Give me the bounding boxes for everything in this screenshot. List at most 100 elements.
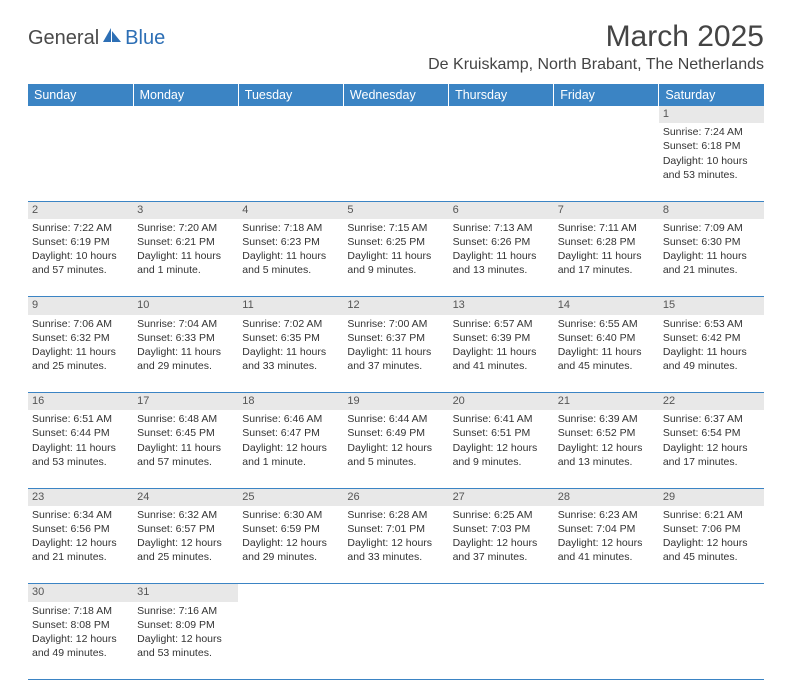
day-cell: [133, 123, 238, 201]
daylight-text-2: and 33 minutes.: [347, 550, 444, 564]
sunrise-text: Sunrise: 6:30 AM: [242, 508, 339, 522]
sunrise-text: Sunrise: 6:21 AM: [663, 508, 760, 522]
daylight-text: Daylight: 11 hours: [663, 249, 760, 263]
day-cell: Sunrise: 7:06 AMSunset: 6:32 PMDaylight:…: [28, 315, 133, 393]
day-cell: Sunrise: 6:51 AMSunset: 6:44 PMDaylight:…: [28, 410, 133, 488]
day-cell: [238, 123, 343, 201]
day-cell: Sunrise: 6:25 AMSunset: 7:03 PMDaylight:…: [449, 506, 554, 584]
sunrise-text: Sunrise: 6:55 AM: [558, 317, 655, 331]
location: De Kruiskamp, North Brabant, The Netherl…: [428, 56, 764, 74]
day-cell: Sunrise: 6:28 AMSunset: 7:01 PMDaylight:…: [343, 506, 448, 584]
sunset-text: Sunset: 6:51 PM: [453, 426, 550, 440]
weekday-header: Friday: [554, 84, 659, 106]
day-cell: Sunrise: 7:02 AMSunset: 6:35 PMDaylight:…: [238, 315, 343, 393]
day-number: [343, 584, 448, 602]
day-cell: Sunrise: 7:04 AMSunset: 6:33 PMDaylight:…: [133, 315, 238, 393]
logo: General Blue: [28, 26, 165, 50]
sunrise-text: Sunrise: 7:11 AM: [558, 221, 655, 235]
daylight-text-2: and 9 minutes.: [453, 455, 550, 469]
daylight-text-2: and 41 minutes.: [453, 359, 550, 373]
day-number: [238, 106, 343, 123]
weekday-header: Monday: [133, 84, 238, 106]
sunset-text: Sunset: 6:39 PM: [453, 331, 550, 345]
day-cell: Sunrise: 7:16 AMSunset: 8:09 PMDaylight:…: [133, 602, 238, 680]
daylight-text: Daylight: 12 hours: [558, 441, 655, 455]
day-number: [659, 584, 764, 602]
day-number: 10: [133, 297, 238, 315]
sunrise-text: Sunrise: 6:39 AM: [558, 412, 655, 426]
day-cell: [343, 123, 448, 201]
day-number-row: 16171819202122: [28, 393, 764, 411]
weekday-header: Wednesday: [343, 84, 448, 106]
day-number: [554, 106, 659, 123]
daylight-text-2: and 53 minutes.: [663, 168, 760, 182]
sunrise-text: Sunrise: 6:44 AM: [347, 412, 444, 426]
day-cell: Sunrise: 7:00 AMSunset: 6:37 PMDaylight:…: [343, 315, 448, 393]
day-number: [554, 584, 659, 602]
sunset-text: Sunset: 7:04 PM: [558, 522, 655, 536]
day-number: 30: [28, 584, 133, 602]
title-block: March 2025 De Kruiskamp, North Brabant, …: [428, 20, 764, 74]
daylight-text-2: and 53 minutes.: [137, 646, 234, 660]
sunrise-text: Sunrise: 7:24 AM: [663, 125, 760, 139]
day-cell: Sunrise: 6:46 AMSunset: 6:47 PMDaylight:…: [238, 410, 343, 488]
sunrise-text: Sunrise: 7:15 AM: [347, 221, 444, 235]
sunset-text: Sunset: 6:49 PM: [347, 426, 444, 440]
day-number: 3: [133, 201, 238, 219]
day-cell: Sunrise: 6:23 AMSunset: 7:04 PMDaylight:…: [554, 506, 659, 584]
weekday-header: Saturday: [659, 84, 764, 106]
day-number: 19: [343, 393, 448, 411]
day-number: 22: [659, 393, 764, 411]
day-cell: Sunrise: 6:32 AMSunset: 6:57 PMDaylight:…: [133, 506, 238, 584]
sunset-text: Sunset: 7:03 PM: [453, 522, 550, 536]
daylight-text-2: and 41 minutes.: [558, 550, 655, 564]
day-cell: [343, 602, 448, 680]
daylight-text-2: and 21 minutes.: [663, 263, 760, 277]
daylight-text-2: and 21 minutes.: [32, 550, 129, 564]
sunrise-text: Sunrise: 7:02 AM: [242, 317, 339, 331]
day-cell: [238, 602, 343, 680]
sunrise-text: Sunrise: 6:41 AM: [453, 412, 550, 426]
sunrise-text: Sunrise: 6:57 AM: [453, 317, 550, 331]
daylight-text-2: and 29 minutes.: [137, 359, 234, 373]
daylight-text: Daylight: 11 hours: [663, 345, 760, 359]
daylight-text: Daylight: 12 hours: [242, 536, 339, 550]
day-number: 20: [449, 393, 554, 411]
sunrise-text: Sunrise: 7:00 AM: [347, 317, 444, 331]
daylight-text: Daylight: 11 hours: [453, 249, 550, 263]
sunrise-text: Sunrise: 7:13 AM: [453, 221, 550, 235]
day-number: 14: [554, 297, 659, 315]
sunrise-text: Sunrise: 6:46 AM: [242, 412, 339, 426]
sunrise-text: Sunrise: 7:06 AM: [32, 317, 129, 331]
sunrise-text: Sunrise: 6:51 AM: [32, 412, 129, 426]
sunset-text: Sunset: 6:59 PM: [242, 522, 339, 536]
day-number-row: 23242526272829: [28, 488, 764, 506]
sunset-text: Sunset: 7:01 PM: [347, 522, 444, 536]
daylight-text-2: and 57 minutes.: [32, 263, 129, 277]
daylight-text-2: and 25 minutes.: [32, 359, 129, 373]
day-cell: [449, 602, 554, 680]
sunset-text: Sunset: 6:40 PM: [558, 331, 655, 345]
weekday-header-row: Sunday Monday Tuesday Wednesday Thursday…: [28, 84, 764, 106]
day-cell: [449, 123, 554, 201]
daylight-text: Daylight: 12 hours: [137, 632, 234, 646]
day-cell: Sunrise: 7:22 AMSunset: 6:19 PMDaylight:…: [28, 219, 133, 297]
daylight-text: Daylight: 11 hours: [242, 345, 339, 359]
daylight-text: Daylight: 12 hours: [242, 441, 339, 455]
day-number: [449, 584, 554, 602]
day-number: [133, 106, 238, 123]
day-number-row: 1: [28, 106, 764, 123]
sunset-text: Sunset: 6:52 PM: [558, 426, 655, 440]
sunrise-text: Sunrise: 6:37 AM: [663, 412, 760, 426]
day-cell: [28, 123, 133, 201]
day-cell: Sunrise: 6:48 AMSunset: 6:45 PMDaylight:…: [133, 410, 238, 488]
daylight-text: Daylight: 11 hours: [32, 345, 129, 359]
day-cell: Sunrise: 6:57 AMSunset: 6:39 PMDaylight:…: [449, 315, 554, 393]
sunset-text: Sunset: 6:25 PM: [347, 235, 444, 249]
day-number: 12: [343, 297, 448, 315]
weekday-header: Thursday: [449, 84, 554, 106]
daylight-text: Daylight: 12 hours: [137, 536, 234, 550]
day-cell: [554, 123, 659, 201]
day-cell: Sunrise: 7:11 AMSunset: 6:28 PMDaylight:…: [554, 219, 659, 297]
daylight-text: Daylight: 12 hours: [558, 536, 655, 550]
